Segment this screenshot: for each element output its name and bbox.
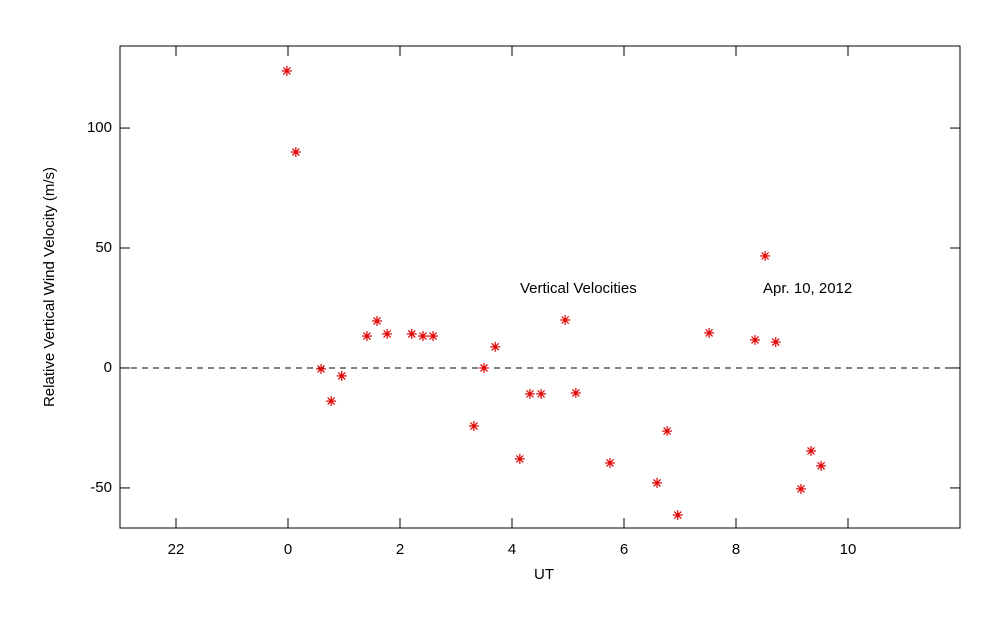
data-point	[406, 328, 417, 339]
marker-stroke	[606, 459, 614, 467]
x-tick-label: 22	[168, 541, 185, 558]
data-point	[290, 147, 301, 158]
marker-stroke	[797, 484, 805, 493]
marker-stroke	[480, 364, 488, 372]
x-tick-label: 2	[396, 541, 404, 558]
x-tick-label: 10	[840, 541, 857, 558]
marker-stroke	[291, 148, 300, 156]
data-point	[336, 370, 347, 381]
marker-stroke	[491, 342, 500, 351]
x-tick-label: 6	[620, 541, 628, 558]
marker-stroke	[515, 454, 524, 463]
data-point	[795, 483, 806, 494]
marker-stroke	[807, 447, 815, 455]
data-point	[770, 337, 781, 348]
marker-stroke	[317, 365, 325, 373]
plot-frame	[119, 45, 961, 529]
marker-stroke	[383, 329, 392, 338]
y-tick-label: 50	[95, 239, 112, 256]
data-point	[468, 421, 479, 432]
marker-stroke	[537, 389, 546, 398]
marker-stroke	[282, 67, 291, 75]
x-tick-label: 0	[284, 541, 292, 558]
data-point	[662, 426, 673, 437]
data-point	[524, 388, 535, 399]
data-point	[372, 315, 383, 326]
marker-stroke	[705, 329, 714, 337]
x-tick-label: 4	[508, 541, 516, 558]
marker-stroke	[337, 371, 346, 380]
marker-stroke	[817, 461, 826, 470]
marker-stroke	[751, 335, 759, 344]
data-point	[816, 460, 827, 471]
marker-stroke	[419, 332, 427, 340]
data-point	[806, 445, 817, 456]
marker-stroke	[663, 427, 672, 435]
marker-stroke	[571, 389, 580, 397]
annotation: Apr. 10, 2012	[763, 280, 852, 297]
data-point	[326, 396, 337, 407]
data-point	[514, 453, 525, 464]
marker-stroke	[429, 332, 437, 340]
data-point	[536, 388, 547, 399]
annotation: Vertical Velocities	[520, 280, 637, 297]
marker-stroke	[407, 329, 416, 338]
data-point	[750, 334, 761, 345]
marker-stroke	[327, 397, 336, 406]
y-axis-label: Relative Vertical Wind Velocity (m/s)	[41, 167, 58, 407]
data-point	[417, 331, 428, 342]
data-point	[605, 457, 615, 468]
marker-stroke	[673, 511, 682, 519]
y-tick-label: -50	[90, 479, 112, 496]
marker-stroke	[761, 252, 770, 260]
marker-stroke	[771, 338, 780, 346]
data-point	[570, 387, 581, 398]
data-point	[361, 331, 372, 342]
data-point	[652, 477, 663, 488]
data-point	[479, 362, 489, 373]
data-point	[490, 341, 501, 352]
marker-stroke	[373, 317, 381, 325]
marker-stroke	[561, 316, 570, 324]
x-tick-label: 8	[732, 541, 740, 558]
data-point	[428, 331, 439, 342]
data-point	[704, 327, 715, 338]
y-tick-label: 100	[87, 119, 112, 136]
data-point	[560, 314, 571, 325]
data-point	[672, 510, 683, 521]
data-point	[281, 65, 292, 76]
y-tick-label: 0	[104, 359, 112, 376]
data-point	[760, 250, 771, 261]
marker-stroke	[653, 478, 661, 487]
x-axis-label: UT	[534, 566, 554, 583]
data-point	[316, 363, 327, 374]
marker-stroke	[525, 389, 534, 398]
marker-stroke	[363, 332, 371, 340]
data-point	[382, 328, 393, 339]
marker-stroke	[469, 422, 478, 430]
